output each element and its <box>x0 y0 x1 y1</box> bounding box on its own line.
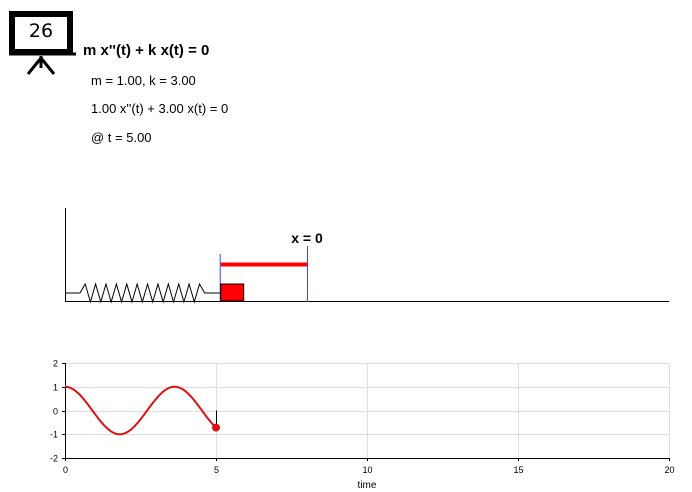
spring <box>66 282 221 304</box>
y-tick-label: 2 <box>53 359 58 369</box>
x-tick-label: 5 <box>214 465 219 475</box>
current-time: @ t = 5.00 <box>91 130 152 145</box>
parameter-values: m = 1.00, k = 3.00 <box>91 73 196 88</box>
x-tick-label: 20 <box>664 465 674 475</box>
x-tick-label: 15 <box>513 465 523 475</box>
x-axis-label: time <box>358 480 377 491</box>
presentation-board-icon <box>9 11 76 75</box>
mass-block <box>220 283 245 302</box>
numeric-equation: 1.00 x''(t) + 3.00 x(t) = 0 <box>91 101 229 116</box>
displacement-curve <box>64 385 217 436</box>
y-tick-label: -2 <box>50 454 58 464</box>
chart-grid <box>65 363 670 459</box>
x-tick-label: 0 <box>63 465 68 475</box>
current-point <box>212 423 220 432</box>
chart-axes <box>62 363 670 461</box>
equilibrium-label: x = 0 <box>291 230 323 246</box>
y-tick-label: -1 <box>50 430 58 440</box>
x-tick-label: 10 <box>362 465 372 475</box>
equation-title: m x''(t) + k x(t) = 0 <box>83 42 210 59</box>
slide-number: 26 <box>28 20 54 42</box>
y-tick-label: 1 <box>53 383 58 393</box>
y-tick-label: 0 <box>53 407 58 417</box>
